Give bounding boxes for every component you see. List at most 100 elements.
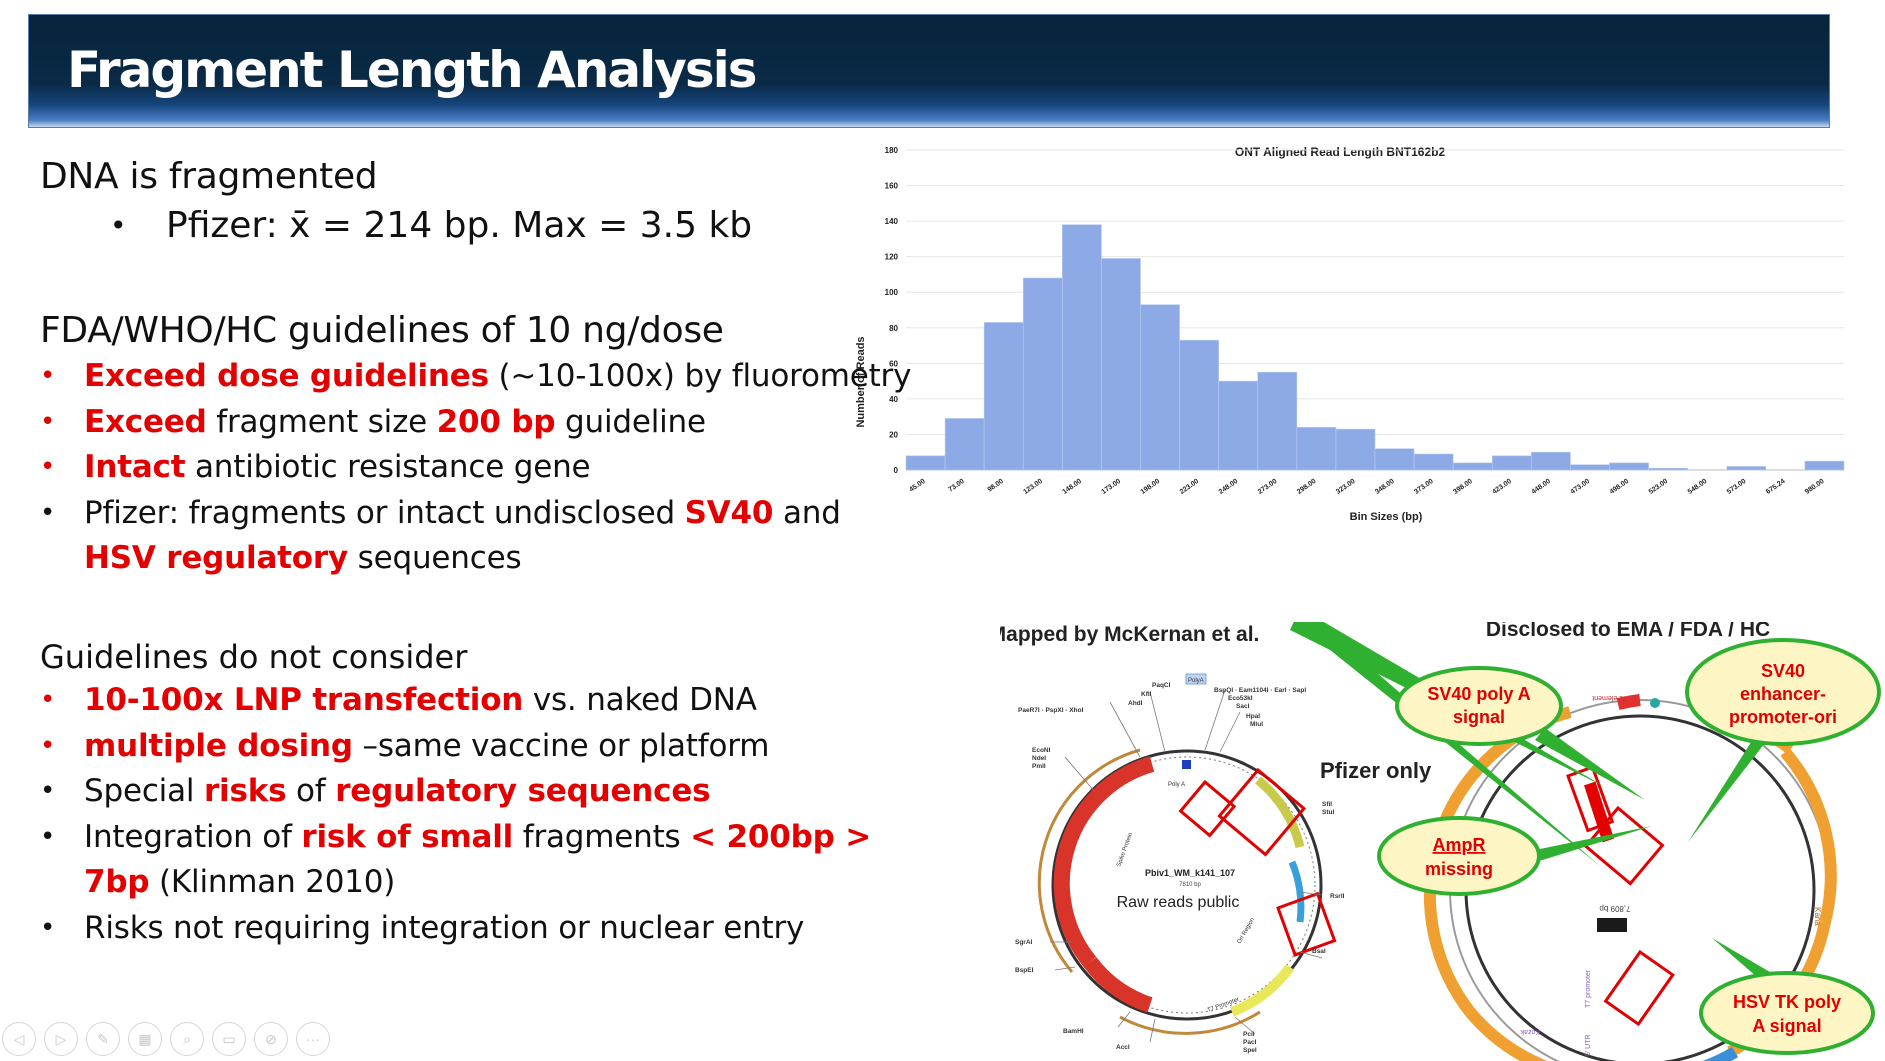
histogram-bar <box>1335 428 1376 471</box>
site-label: PciI <box>1243 1031 1255 1038</box>
x-tick-label: 348.00 <box>1374 478 1396 496</box>
section-heading-not-consider: Guidelines do not consider <box>40 637 468 676</box>
histogram-bar <box>1452 462 1493 471</box>
slideshow-toolbar: ◁ ▷ ✎ ▦ ⌕ ▭ ⊘ ··· <box>2 1022 330 1056</box>
x-tick-label: 675.24 <box>1765 478 1787 496</box>
site-label: SgrAI <box>1015 939 1033 946</box>
read-length-histogram: ONT Aligned Read Length BNT162b2 Number … <box>855 145 1845 523</box>
site-label: RsrII <box>1330 893 1345 900</box>
bullet-dot: • <box>40 406 56 437</box>
slide-title: Fragment Length Analysis <box>67 41 758 99</box>
x-tick-label: 373.00 <box>1413 478 1435 496</box>
x-tick-label: 398.00 <box>1452 478 1474 496</box>
bullet-dot: • <box>40 452 56 483</box>
bullet-text: (Klinman 2010) <box>149 864 396 901</box>
bullet-dot: • <box>40 821 56 852</box>
previous-slide-button[interactable]: ◁ <box>2 1022 36 1056</box>
histogram-bar <box>1179 339 1219 471</box>
ori-label: Ori Region <box>1237 917 1257 945</box>
subtitles-icon[interactable]: ▭ <box>212 1022 246 1056</box>
polya-inner-label: Poly A <box>1168 782 1185 788</box>
x-tick-label: 198.00 <box>1140 478 1162 496</box>
bullet-text: and <box>773 494 841 531</box>
y-tick-label: 160 <box>885 182 899 191</box>
y-tick-label: 40 <box>889 395 898 404</box>
guideline-bullet: • Pfizer: fragments or intact undisclosed… <box>40 491 920 582</box>
bullet-text: of <box>286 773 336 810</box>
x-tick-label: 573.00 <box>1726 478 1748 496</box>
x-axis-label: Bin Sizes (bp) <box>1350 511 1423 523</box>
bullet-dot: • <box>110 209 127 242</box>
not-consider-bullets: • 10-100x LNP transfection vs. naked DNA •… <box>40 678 920 952</box>
histogram-bar <box>1101 258 1141 471</box>
guideline-bullet: • Intact antibiotic resistance gene <box>40 445 920 491</box>
next-slide-button[interactable]: ▷ <box>44 1022 78 1056</box>
highlight-text: 10-100x LNP transfection <box>84 681 524 718</box>
slides-grid-icon[interactable]: ▦ <box>128 1022 162 1056</box>
x-tick-label: 123.00 <box>1022 478 1044 496</box>
zoom-icon[interactable]: ⌕ <box>170 1022 204 1056</box>
pen-icon[interactable]: ✎ <box>86 1022 120 1056</box>
highlight-text: regulatory sequences <box>335 773 711 810</box>
more-options-icon[interactable]: ··· <box>296 1022 330 1056</box>
histogram-bar <box>1570 464 1610 471</box>
histogram-bar <box>983 322 1024 471</box>
raw-reads-label: Raw reads public <box>1117 894 1240 911</box>
bullet-dot: • <box>40 497 56 528</box>
highlight-text: multiple dosing <box>84 727 353 764</box>
x-tick-label: 248.00 <box>1218 478 1240 496</box>
pfizer-only-label: Pfizer only <box>1320 758 1432 783</box>
site-label: AhdI <box>1128 700 1143 707</box>
not-consider-bullet: • Integration of risk of small fragments … <box>40 815 920 906</box>
y-tick-label: 60 <box>889 359 898 368</box>
histogram-bar <box>1531 451 1571 471</box>
site-label: PaqCI <box>1152 682 1171 689</box>
site-label: KflI <box>1141 691 1152 698</box>
y-tick-label: 80 <box>889 324 898 333</box>
highlight-text: risks <box>203 773 287 810</box>
kozak-label: Kozak <box>1520 1028 1540 1035</box>
chart-title: ONT Aligned Read Length BNT162b2 <box>1235 145 1446 159</box>
x-tick-label: 98.00 <box>986 478 1004 494</box>
site-label: SpeI <box>1243 1047 1257 1054</box>
x-tick-label: 473.00 <box>1570 478 1592 496</box>
histogram-bar <box>944 418 985 471</box>
bullet-text: fragment size <box>206 403 437 440</box>
histogram-bar <box>1491 455 1532 471</box>
f1-label: f1 element <box>1592 694 1625 701</box>
histogram-bar <box>1140 304 1180 471</box>
highlight-text: < 200bp > 7bp <box>84 818 871 901</box>
camera-off-icon[interactable]: ⊘ <box>254 1022 288 1056</box>
right-map-size: 7,809 bp <box>1599 904 1631 913</box>
x-tick-label: 73.00 <box>947 478 965 494</box>
histogram-bar <box>1648 467 1688 471</box>
bullet-text: fragments <box>513 818 691 855</box>
polya-label: PolyA <box>1188 678 1204 684</box>
right-plasmid-map: 7,809 bp Kozak 5' UTR T7 promoter f1 ele… <box>1423 694 1837 1061</box>
highlight-text: Exceed <box>84 403 207 440</box>
bullet-text: vs. naked DNA <box>523 681 757 718</box>
site-label: NdeI <box>1032 755 1046 762</box>
histogram-bar <box>905 455 946 471</box>
histogram-bar <box>1609 462 1649 471</box>
site-label: Eco53kI <box>1228 695 1253 702</box>
site-label: StuI <box>1322 809 1334 816</box>
bullet-text: guideline <box>555 403 706 440</box>
site-label: PmlI <box>1032 763 1046 770</box>
bullet-text: (~10-100x) by fluorometry <box>488 358 912 394</box>
sub-bullet-pfizer: • Pfizer: x̄ = 214 bp. Max = 3.5 kb <box>40 202 920 250</box>
x-tick-label: 148.00 <box>1061 478 1083 496</box>
not-consider-bullet: • Special risks of regulatory sequences <box>40 769 920 815</box>
site-label: AccI <box>1116 1044 1130 1051</box>
section-heading-guidelines: FDA/WHO/HC guidelines of 10 ng/dose <box>40 310 724 351</box>
site-label: PaeR7I · PspXI · XhoI <box>1018 707 1084 714</box>
map-size: 7810 bp <box>1179 882 1201 888</box>
y-tick-label: 20 <box>889 430 898 439</box>
bullet-dot: • <box>40 730 56 761</box>
t7-promoter-label: T7 promoter <box>1585 969 1592 1008</box>
histogram-bar <box>1413 453 1454 471</box>
y-tick-label: 100 <box>885 288 899 297</box>
bullet-text: Pfizer: fragments or intact undisclosed <box>84 494 685 531</box>
y-tick-label: 0 <box>894 466 899 475</box>
histogram-bar <box>1374 448 1415 471</box>
